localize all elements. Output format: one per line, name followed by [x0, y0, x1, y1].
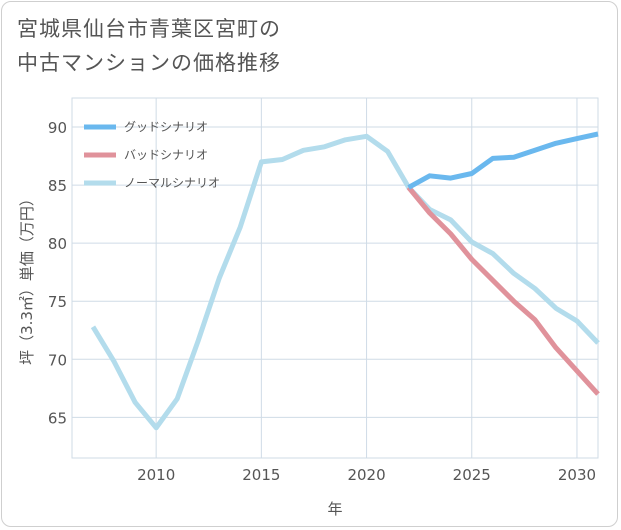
series-line	[90, 133, 600, 431]
title-line-2: 中古マンションの価格推移	[17, 51, 281, 75]
y-tick-label: 75	[48, 293, 67, 311]
y-tick-label: 90	[48, 119, 67, 137]
series-line	[407, 131, 599, 190]
series-line	[406, 185, 600, 396]
y-tick-label: 65	[48, 409, 67, 427]
chart-title: 宮城県仙台市青葉区宮町の 中古マンションの価格推移	[17, 12, 281, 80]
y-tick-label: 85	[48, 177, 67, 195]
x-tick-label: 2015	[242, 466, 280, 484]
y-axis-label: 坪（3.3㎡）単価（万円）	[18, 191, 36, 365]
x-tick-label: 2025	[453, 466, 491, 484]
tick-labels: 2010 2015 2020 2025 2030 65 70 75 80 85 90	[48, 119, 596, 484]
series-lines	[90, 131, 600, 431]
legend-label: グッドシナリオ	[124, 120, 208, 134]
title-line-1: 宮城県仙台市青葉区宮町の	[17, 17, 281, 41]
x-axis-label: 年	[327, 500, 342, 518]
legend-label: バッドシナリオ	[124, 148, 208, 162]
y-tick-label: 70	[48, 351, 67, 369]
y-tick-label: 80	[48, 235, 67, 253]
grid	[71, 97, 599, 459]
plot-area-frame	[71, 97, 599, 459]
x-tick-label: 2010	[137, 466, 175, 484]
legend-label: ノーマルシナリオ	[124, 176, 220, 190]
x-tick-label: 2020	[347, 466, 385, 484]
x-tick-label: 2030	[558, 466, 596, 484]
